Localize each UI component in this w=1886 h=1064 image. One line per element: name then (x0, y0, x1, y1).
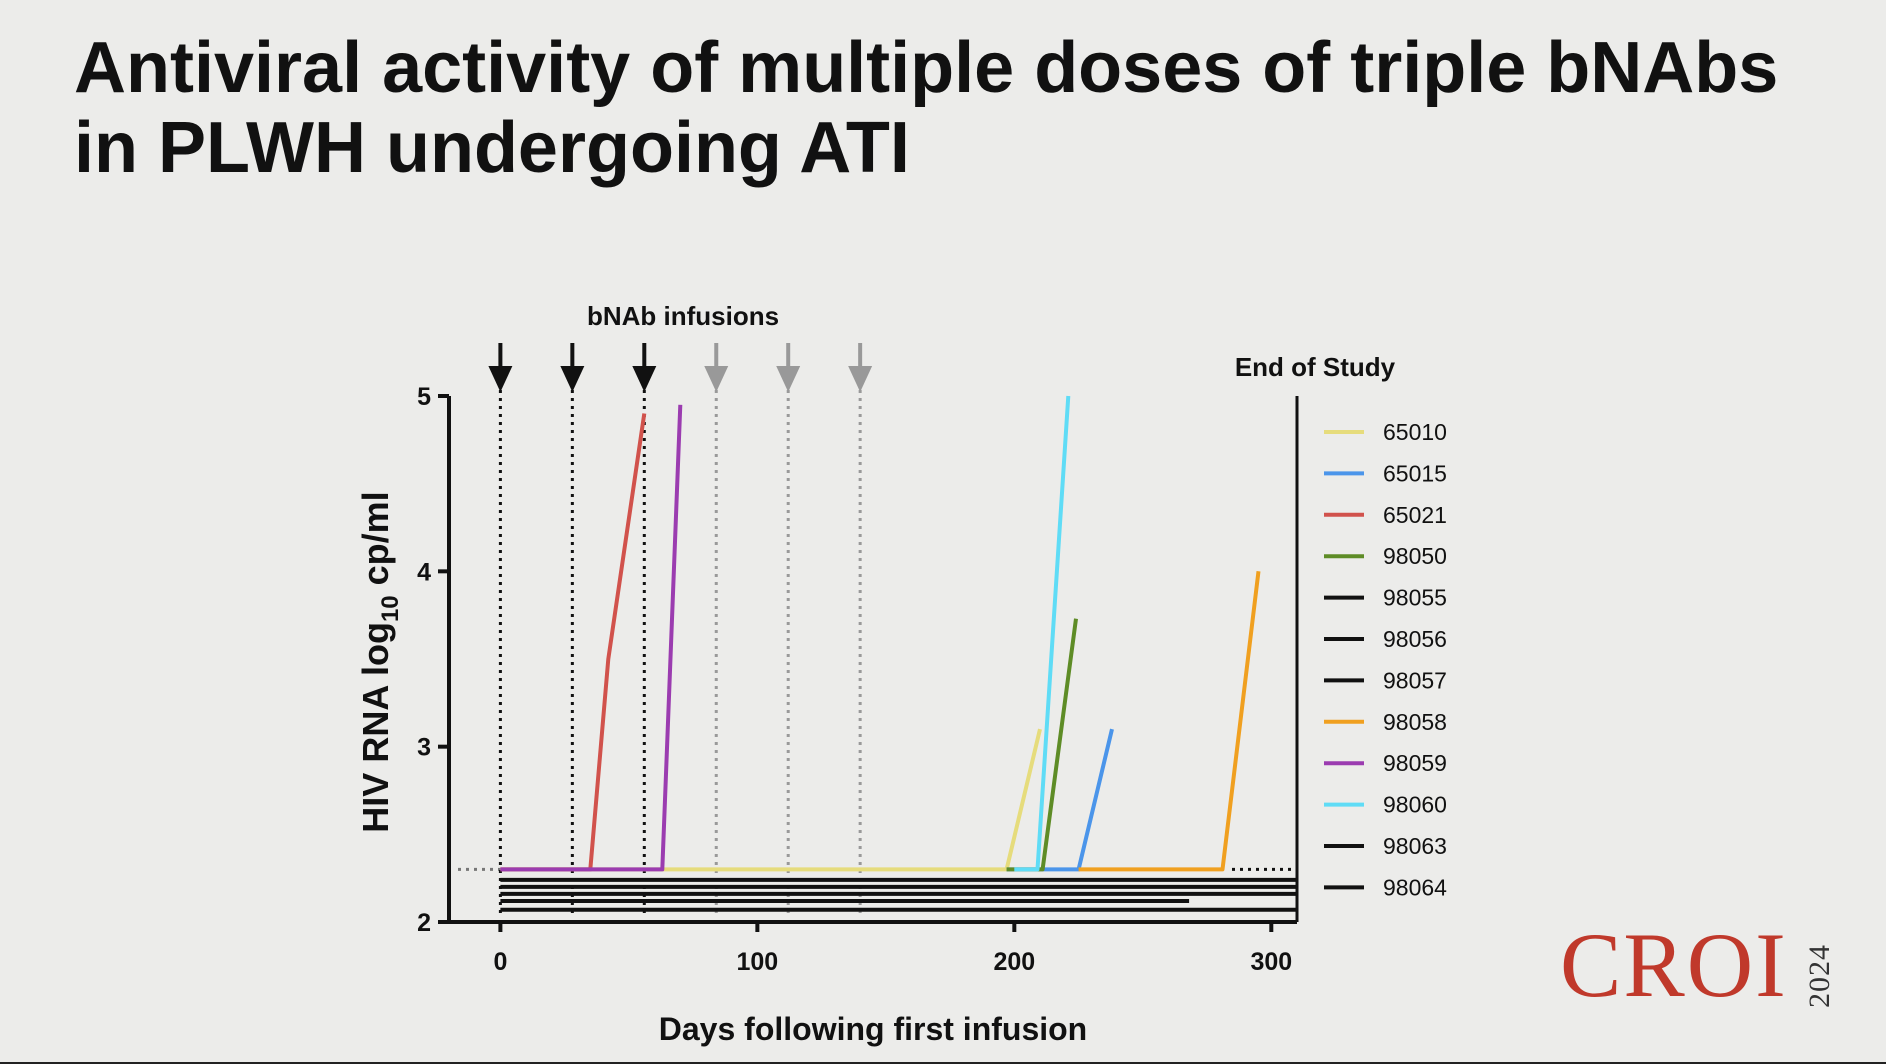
legend-label-98063: 98063 (1383, 833, 1447, 859)
y-tick-label-5: 5 (417, 383, 431, 411)
legend-label-98058: 98058 (1383, 709, 1447, 735)
infusion-arrow-head-4 (704, 366, 729, 392)
legend-label-98064: 98064 (1383, 874, 1447, 900)
end-of-study-label: End of Study (1235, 352, 1396, 382)
infusion-arrow-head-3 (632, 366, 657, 392)
x-tick-label-300: 300 (1250, 948, 1292, 976)
y-axis-label-subscript: 10 (377, 595, 404, 622)
infusion-arrow-head-1 (488, 366, 513, 392)
infusion-markers (458, 343, 1297, 915)
y-tick-label-4: 4 (417, 558, 431, 586)
legend-label-98050: 98050 (1383, 543, 1447, 569)
x-axis-label: Days following first infusion (659, 1011, 1087, 1047)
series-lines (500, 395, 1297, 912)
infusion-arrow-head-2 (560, 366, 585, 392)
infusion-arrow-head-6 (848, 366, 873, 392)
x-tick-label-200: 200 (993, 948, 1035, 976)
legend-label-65021: 65021 (1383, 502, 1447, 528)
croi-logo-year: 2024 (1803, 944, 1836, 1008)
slide-title-line-2: in PLWH undergoing ATI (74, 108, 910, 188)
legend-label-98055: 98055 (1383, 585, 1447, 611)
slide-title-line-1: Antiviral activity of multiple doses of … (74, 28, 1779, 108)
legend-label-65015: 65015 (1383, 460, 1447, 486)
axes: 2 3 4 5 0 100 200 300 (417, 383, 1299, 976)
croi-logo: CROI 2024 (1560, 915, 1860, 1015)
y-axis-label: HIV RNA log10 cp/ml (355, 491, 404, 832)
slide-title: Antiviral activity of multiple doses of … (74, 28, 1854, 188)
bottom-border (0, 1062, 1886, 1064)
x-tick-label-100: 100 (737, 948, 779, 976)
series-line-98058 (1078, 571, 1261, 872)
legend-label-98059: 98059 (1383, 750, 1447, 776)
y-tick-label-3: 3 (417, 734, 431, 762)
croi-logo-word: CROI (1560, 914, 1788, 1016)
legend-label-65010: 65010 (1383, 419, 1447, 445)
legend-label-98057: 98057 (1383, 667, 1447, 693)
legend: 65010 65015 65021 98050 98055 98056 98057 98058… (1324, 419, 1447, 900)
y-tick-label-2: 2 (417, 909, 431, 937)
legend-label-98060: 98060 (1383, 792, 1447, 818)
series-line-98060 (1014, 395, 1071, 872)
y-axis-label-main: HIV RNA log (355, 622, 396, 833)
x-tick-label-0: 0 (493, 948, 507, 976)
infusion-arrow-head-5 (776, 366, 801, 392)
legend-label-98056: 98056 (1383, 626, 1447, 652)
infusion-label: bNAb infusions (587, 301, 779, 331)
series-line-65010 (500, 728, 1042, 872)
y-axis-label-unit: cp/ml (355, 491, 396, 595)
series-line-98059 (500, 404, 683, 872)
series-line-65021 (500, 413, 647, 872)
